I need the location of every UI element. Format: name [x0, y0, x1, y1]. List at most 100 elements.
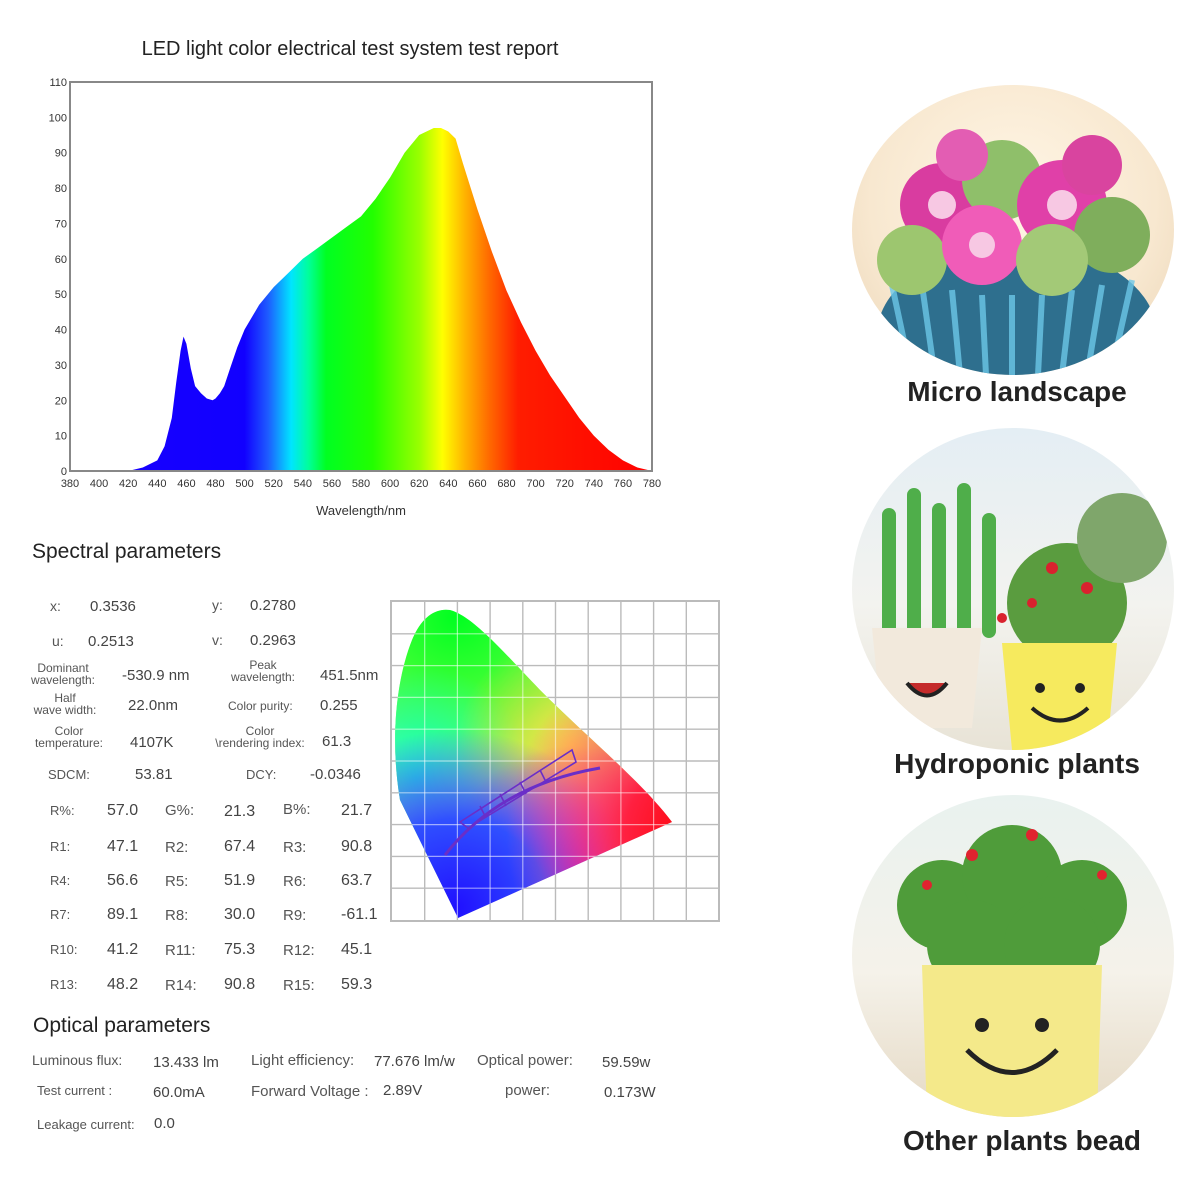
cri-label-r13: R13: [50, 977, 78, 992]
y-tick-label: 10 [55, 431, 67, 443]
forward-voltage-value: 2.89V [383, 1082, 423, 1099]
cri-value-r9: -61.1 [341, 906, 378, 923]
other-plants-photo [852, 795, 1174, 1117]
y-tick-label: 50 [55, 289, 67, 301]
optical-power-value: 59.59w [602, 1054, 651, 1071]
leakage-current-value: 0.0 [154, 1115, 175, 1132]
color-temperature-label: Color temperature: [34, 724, 104, 750]
hydroponic-plants-caption: Hydroponic plants [894, 748, 1140, 779]
luminous-flux-label: Luminous flux: [32, 1052, 123, 1068]
dcy-value: -0.0346 [310, 766, 361, 783]
cri-value-r14: 90.8 [224, 976, 256, 993]
sdcm-label: SDCM: [48, 767, 90, 782]
r-percent-value: 57.0 [107, 802, 139, 819]
power-value: 0.173W [604, 1084, 656, 1101]
x-tick-label: 520 [265, 478, 283, 490]
x-tick-label: 400 [90, 478, 108, 490]
hydroponic-plants-photo [852, 428, 1174, 750]
luminous-flux-value: 13.433 lm [153, 1054, 219, 1071]
cie-gamut [395, 609, 672, 918]
x-tick-label: 440 [148, 478, 166, 490]
test-current-label: Test current : [37, 1083, 113, 1098]
cri-label-r6: R6: [283, 873, 307, 890]
x-tick-label: 740 [585, 478, 603, 490]
x-tick-label: 680 [497, 478, 515, 490]
cri-label-r10: R10: [50, 942, 78, 957]
dominant-wavelength-label: Dominant wavelength: [30, 661, 96, 687]
cri-label-r12: R12: [283, 942, 315, 959]
cri-value-r15: 59.3 [341, 976, 373, 993]
x-tick-label: 780 [643, 478, 661, 490]
light-efficiency-label: Light efficiency: [251, 1052, 355, 1069]
cri-value-r12: 45.1 [341, 941, 373, 958]
y-tick-label: 100 [49, 112, 67, 124]
u-label: u: [52, 633, 64, 649]
x-value: 0.3536 [90, 598, 136, 615]
x-tick-label: 460 [177, 478, 195, 490]
spectrum-chart: 0 10 20 30 40 50 60 70 80 90 100 110 380 400 420 440 46… [49, 77, 662, 518]
cri-value-r11: 75.3 [224, 941, 256, 958]
x-tick-label: 380 [61, 478, 79, 490]
cri-label-r2: R2: [165, 839, 189, 856]
cri-value-r6: 63.7 [341, 872, 373, 889]
x-tick-label: 600 [381, 478, 399, 490]
dcy-label: DCY: [246, 767, 277, 782]
x-tick-label: 760 [614, 478, 632, 490]
g-percent-value: 21.3 [224, 803, 256, 820]
x-tick-label: 700 [526, 478, 544, 490]
v-label: v: [212, 632, 223, 648]
other-plants-caption: Other plants bead [902, 1125, 1142, 1156]
cri-value-r5: 51.9 [224, 872, 256, 889]
y-tick-label: 110 [49, 77, 67, 89]
planckian-locus [443, 766, 601, 856]
cri-label-r5: R5: [165, 873, 189, 890]
x-tick-label: 720 [556, 478, 574, 490]
b-percent-value: 21.7 [341, 802, 373, 819]
x-tick-label: 480 [206, 478, 224, 490]
y-tick-label: 90 [55, 148, 67, 160]
micro-landscape-photo [852, 85, 1174, 375]
color-purity-label: Color purity: [228, 699, 293, 713]
color-tolerance-boxes [458, 748, 577, 829]
y-label: y: [212, 597, 223, 613]
cri-label-r9: R9: [283, 907, 307, 924]
optical-power-label: Optical power: [477, 1052, 573, 1069]
sdcm-value: 53.81 [135, 766, 173, 783]
leakage-current-label: Leakage current: [37, 1117, 135, 1132]
half-wave-width-value: 22.0nm [128, 697, 179, 714]
color-temperature-value: 4107K [130, 734, 174, 751]
plot-frame [69, 81, 653, 472]
x-tick-label: 580 [352, 478, 370, 490]
chart-title: LED light color electrical test system t… [141, 38, 559, 60]
y-tick-label: 20 [55, 395, 67, 407]
cri-value-r2: 67.4 [224, 838, 256, 855]
cri-value-r8: 30.0 [224, 906, 256, 923]
x-tick-label: 540 [294, 478, 312, 490]
y-tick-label: 40 [55, 325, 67, 337]
y-value: 0.2780 [250, 597, 296, 614]
spectral-title: Spectral parameters [32, 540, 222, 563]
cri-label-r4: R4: [50, 873, 71, 888]
micro-landscape-caption: Micro landscape [907, 376, 1127, 407]
color-rendering-index-value: 61.3 [322, 733, 352, 750]
light-efficiency-value: 77.676 lm/w [374, 1053, 455, 1070]
g-percent-label: G%: [165, 802, 195, 819]
cri-label-r15: R15: [283, 977, 315, 994]
cri-label-r7: R7: [50, 907, 71, 922]
y-tick-label: 30 [55, 360, 67, 372]
v-value: 0.2963 [250, 632, 296, 649]
cri-value-r3: 90.8 [341, 838, 373, 855]
y-tick-label: 80 [55, 183, 67, 195]
dominant-wavelength-value: -530.9 nm [122, 667, 190, 684]
cri-label-r3: R3: [283, 839, 307, 856]
cri-value-r4: 56.6 [107, 872, 139, 889]
cri-value-r7: 89.1 [107, 906, 139, 923]
r-percent-label: R%: [50, 803, 75, 818]
optical-title: Optical parameters [33, 1014, 211, 1037]
x-tick-label: 620 [410, 478, 428, 490]
color-rendering-index-label: Color \rendering index: [215, 724, 305, 750]
power-label: power: [505, 1082, 551, 1099]
x-label: x: [50, 598, 61, 614]
x-tick-label: 560 [323, 478, 341, 490]
test-current-value: 60.0mA [153, 1084, 205, 1101]
